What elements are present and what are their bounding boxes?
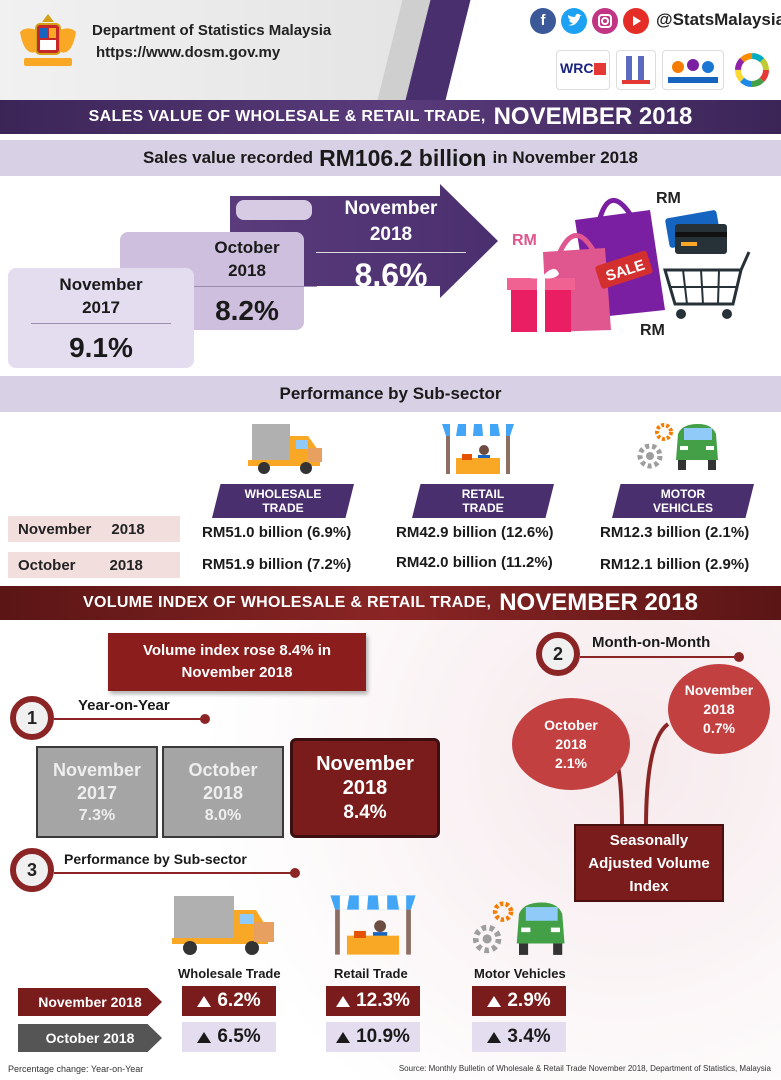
up-arrow-icon (336, 1031, 351, 1043)
step-november-2018: November 2018 8.6% (306, 196, 476, 294)
motor-vehicle-icon (637, 423, 718, 470)
volume-banner: Volume index rose 8.4% in November 2018 (108, 633, 366, 691)
yoy-number-badge: 1 (10, 696, 54, 740)
rm-label-pink: RM (512, 232, 537, 249)
perf-dot (290, 868, 300, 878)
wholesale-nov-value: RM51.0 billion (6.9%) (202, 524, 352, 541)
yoy-line (54, 718, 204, 720)
wholesale-trade-header: WHOLESALE TRADE (212, 484, 354, 518)
volume-title-big: NOVEMBER 2018 (499, 589, 698, 616)
yoy-label: Year-on-Year (78, 697, 170, 714)
mom-october-circle: October 2018 2.1% (512, 698, 630, 790)
perf-line (54, 872, 294, 874)
perf-label: Performance by Sub-sector (64, 851, 247, 867)
up-arrow-icon (487, 995, 502, 1007)
up-arrow-icon (197, 995, 212, 1007)
isi-logo (616, 50, 656, 90)
vol-col-motor: Motor Vehicles (474, 966, 566, 981)
sales-title-big: NOVEMBER 2018 (493, 103, 693, 130)
rm-label-card: RM (656, 190, 681, 207)
mom-november-circle: November 2018 0.7% (668, 664, 770, 754)
up-arrow-icon (197, 1031, 212, 1043)
yoy-box-november-2017: November 2017 7.3% (36, 746, 158, 838)
mom-line (580, 656, 740, 658)
perf-number-badge: 3 (10, 848, 54, 892)
vol-col-retail: Retail Trade (334, 966, 408, 981)
census-logo (662, 50, 724, 90)
vol-retail-stall-icon (330, 895, 416, 955)
vol-wholesale-truck-icon (172, 896, 274, 955)
step-1-value: 9.1% (69, 331, 133, 363)
yoy-box-october-2018: October 2018 8.0% (162, 746, 284, 838)
vol-motor-vehicle-icon (472, 901, 565, 955)
up-arrow-icon (487, 1031, 502, 1043)
yoy-dot (200, 714, 210, 724)
vol-wholesale-oct: 6.5% (182, 1022, 276, 1052)
retail-oct-value: RM42.0 billion (11.2%) (396, 554, 553, 571)
shopping-illustration: SALE (507, 198, 751, 332)
wrc-logo: WRC (556, 50, 610, 90)
step-3-value: 8.6% (354, 257, 428, 293)
wholesale-truck-icon (248, 424, 322, 474)
headline-pre: Sales value recorded (142, 148, 314, 167)
row-label-october-2018: October 2018 (8, 552, 180, 578)
sales-title-small: SALES VALUE OF WHOLESALE & RETAIL TRADE, (88, 108, 486, 125)
headline-post: in November 2018 (492, 148, 639, 167)
seasonally-adjusted-box: Seasonally Adjusted Volume Index (574, 824, 724, 902)
youtube-icon[interactable] (623, 8, 649, 34)
motor-nov-value: RM12.3 billion (2.1%) (600, 524, 750, 541)
sales-performance-title: Performance by Sub-sector (0, 376, 781, 412)
sales-section-title: SALES VALUE OF WHOLESALE & RETAIL TRADE,… (0, 100, 781, 134)
facebook-icon[interactable]: f (530, 8, 556, 34)
row-label-november-2018: November 2018 (8, 516, 180, 542)
twitter-icon[interactable] (561, 8, 587, 34)
vol-retail-oct: 10.9% (326, 1022, 420, 1052)
vol-motor-oct: 3.4% (472, 1022, 566, 1052)
social-handle[interactable]: @StatsMalaysia (656, 10, 781, 29)
vol-retail-nov: 12.3% (326, 986, 420, 1016)
retail-nov-value: RM42.9 billion (12.6%) (396, 524, 554, 541)
wholesale-oct-value: RM51.9 billion (7.2%) (202, 556, 352, 573)
retail-trade-header: RETAIL TRADE (412, 484, 554, 518)
rm-label-cart: RM (640, 322, 665, 339)
department-url[interactable]: https://www.dosm.gov.my (96, 44, 281, 61)
vol-wholesale-nov: 6.2% (182, 986, 276, 1016)
sales-headline: Sales value recorded RM106.2 billion in … (0, 140, 781, 176)
mom-number-badge: 2 (536, 632, 580, 676)
up-arrow-icon (336, 995, 351, 1007)
step-2-value: 8.2% (215, 294, 279, 326)
mom-label: Month-on-Month (592, 634, 711, 651)
footnote-left: Percentage change: Year-on-Year (8, 1064, 144, 1074)
motor-oct-value: RM12.1 billion (2.9%) (600, 556, 750, 573)
svg-text:WRC: WRC (560, 60, 593, 76)
instagram-icon[interactable] (592, 8, 618, 34)
vol-row-november-2018: November 2018 (18, 988, 162, 1016)
vol-col-wholesale: Wholesale Trade (178, 966, 281, 981)
vol-row-october-2018: October 2018 (18, 1024, 162, 1052)
sdg-logo (732, 50, 772, 90)
mom-dot (734, 652, 744, 662)
headline-value: RM106.2 billion (319, 144, 487, 171)
department-name: Department of Statistics Malaysia (92, 22, 332, 39)
malaysia-crest-icon (20, 14, 76, 66)
retail-stall-icon (442, 424, 514, 474)
header-background (0, 0, 420, 100)
yoy-box-november-2018: November 2018 8.4% (290, 738, 440, 838)
step-november-2017: November 2017 9.1% (8, 268, 194, 368)
vol-motor-nov: 2.9% (472, 986, 566, 1016)
footnote-right: Source: Monthly Bulletin of Wholesale & … (398, 1064, 771, 1073)
motor-vehicles-header: MOTOR VEHICLES (612, 484, 754, 518)
volume-section-title: VOLUME INDEX OF WHOLESALE & RETAIL TRADE… (0, 586, 781, 620)
volume-title-small: VOLUME INDEX OF WHOLESALE & RETAIL TRADE… (83, 594, 492, 611)
